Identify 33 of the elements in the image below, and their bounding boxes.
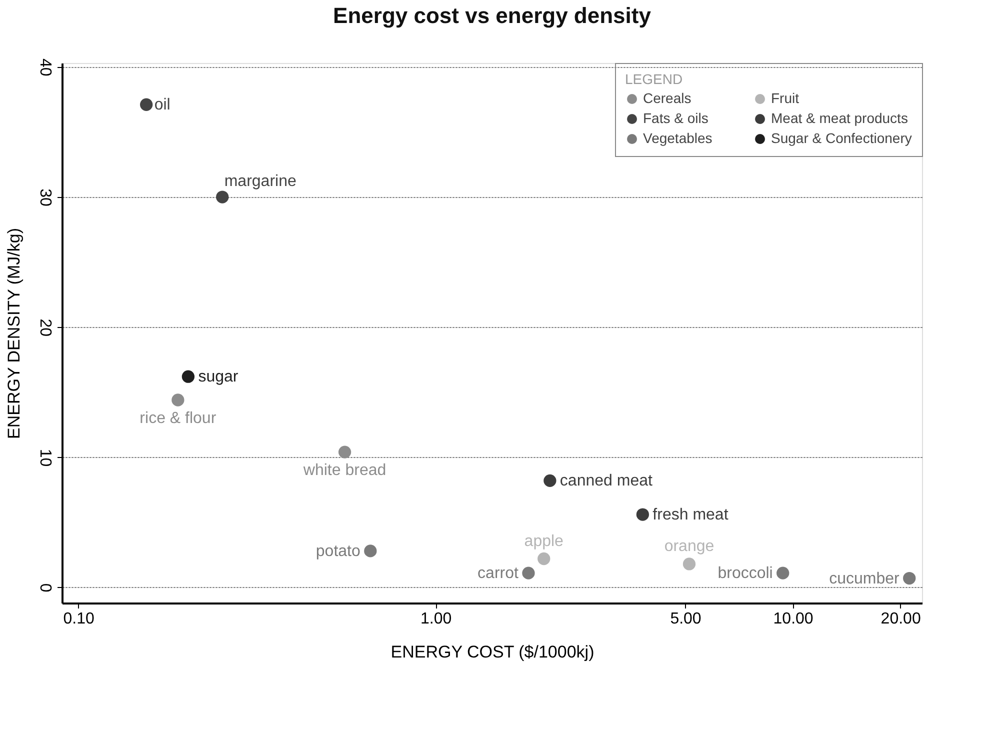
annotation: apple xyxy=(524,532,564,550)
y-tick-label: 0 xyxy=(36,583,54,592)
legend-label: Sugar & Confectionery xyxy=(771,130,912,146)
legend-label: Cereals xyxy=(643,90,692,106)
x-tick-label: 5.00 xyxy=(670,610,702,628)
x-tick-label: 20.00 xyxy=(880,610,921,628)
annotation: broccoli xyxy=(718,565,773,582)
legend-label: Fats & oils xyxy=(643,110,708,126)
annotation: sugar xyxy=(198,368,239,386)
x-tick-label: 10.00 xyxy=(773,610,814,628)
legend-label: Fruit xyxy=(771,90,800,106)
annotation: rice & flour xyxy=(140,410,217,428)
annotation: canned meat xyxy=(560,472,653,490)
y-tick-label: 10 xyxy=(36,448,54,467)
y-tick-label: 40 xyxy=(36,58,54,76)
chart-title: Energy cost vs energy density xyxy=(333,3,652,28)
annotation: fresh meat xyxy=(652,506,729,524)
annotation: oil xyxy=(154,96,170,114)
legend-label: Meat & meat products xyxy=(771,110,908,126)
annotation: white bread xyxy=(302,462,386,480)
x-tick-label: 1.00 xyxy=(420,610,452,628)
annotation: carrot xyxy=(478,565,520,582)
annotation: cucumber xyxy=(829,570,900,588)
legend-label: Vegetables xyxy=(643,130,712,146)
legend-title: LEGEND xyxy=(625,71,683,87)
y-tick-label: 20 xyxy=(36,318,54,337)
y-tick-label: 30 xyxy=(36,188,54,207)
x-axis-title: ENERGY COST ($/1000kj) xyxy=(390,642,594,662)
x-tick-label: 0.10 xyxy=(63,610,95,628)
y-axis-title: ENERGY DENSITY (MJ/kg) xyxy=(4,228,24,439)
annotation: potato xyxy=(316,542,360,560)
annotation: margarine xyxy=(224,173,296,190)
annotation: orange xyxy=(664,538,714,555)
